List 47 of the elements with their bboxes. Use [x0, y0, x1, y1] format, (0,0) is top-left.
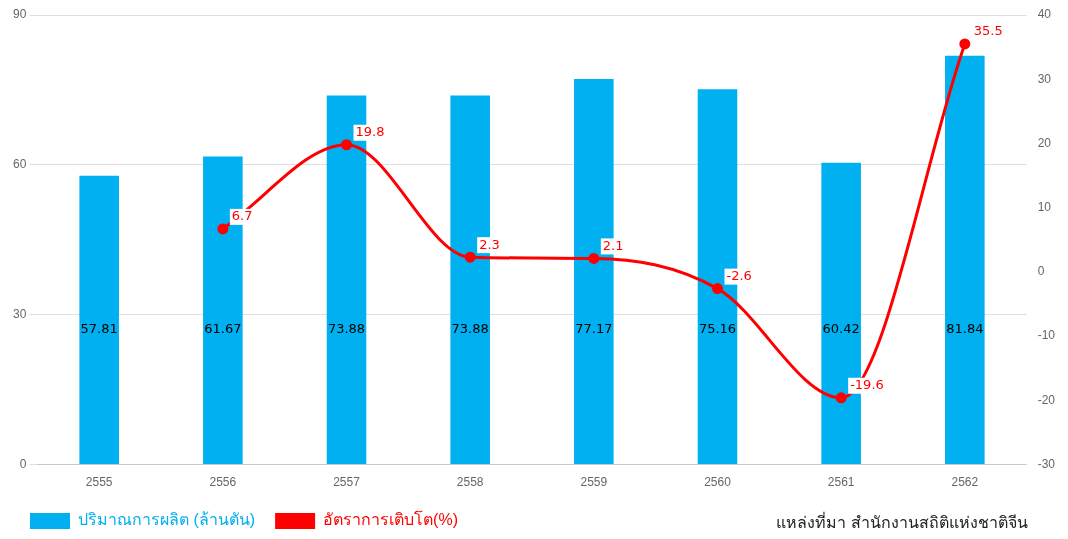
- data-label: 73.88: [451, 321, 489, 337]
- x-tick-label: 2562: [951, 475, 979, 490]
- y2-tick-label: -20: [1037, 392, 1056, 407]
- x-tick-label: 2561: [827, 475, 855, 490]
- y2-tick-label: 20: [1037, 135, 1052, 150]
- point: [959, 38, 971, 50]
- point: [217, 223, 229, 235]
- data-label: 2.1: [602, 237, 624, 253]
- x-tick-label: 2557: [333, 475, 361, 490]
- y-tick-label: 30: [12, 307, 27, 322]
- point: [588, 252, 600, 264]
- y-tick-label: 0: [19, 456, 27, 471]
- data-label: 35.5: [973, 23, 1003, 39]
- y2-tick-label: 0: [1037, 264, 1045, 279]
- data-label: 2.3: [479, 236, 500, 252]
- x-tick-label: 2558: [456, 475, 484, 490]
- y2-tick-label: 40: [1037, 7, 1052, 22]
- data-label: 60.42: [822, 321, 860, 337]
- data-label: 75.16: [698, 321, 737, 337]
- data-label: 61.67: [204, 321, 242, 337]
- y2-tick-label: 10: [1037, 200, 1052, 214]
- point: [712, 283, 723, 295]
- point: [835, 392, 847, 404]
- data-label: -2.6: [726, 267, 752, 283]
- y2-tick-label: -30: [1037, 456, 1056, 471]
- text: แหล่งที่มา สำนักงานสถิติแห่งชาติจีน: [775, 511, 1028, 534]
- bar: [945, 55, 985, 465]
- point: [464, 251, 476, 263]
- x-tick-label: 2560: [704, 475, 732, 490]
- data-label: 73.88: [327, 321, 366, 337]
- y2-tick-label: 30: [1037, 71, 1052, 86]
- data-label: -19.6: [850, 377, 884, 393]
- data-label: 6.7: [231, 208, 253, 224]
- data-label: 81.84: [946, 321, 984, 337]
- point: [341, 139, 353, 151]
- x-tick-label: 2556: [209, 475, 237, 490]
- data-label: 19.8: [355, 124, 385, 140]
- legend-label: ปริมาณการผลิต (ล้านตัน): [78, 511, 256, 529]
- legend-label: อัตราการเติบโต(%): [323, 510, 458, 529]
- y2-tick-label: -10: [1037, 328, 1056, 343]
- data-label: 57.81: [80, 321, 118, 337]
- x-tick-label: 2559: [580, 475, 608, 490]
- data-label: 77.17: [575, 321, 613, 337]
- y-tick-label: 60: [12, 157, 27, 172]
- x-tick-label: 2555: [85, 475, 113, 490]
- bar: [79, 175, 119, 465]
- y-tick-label: 90: [12, 7, 27, 22]
